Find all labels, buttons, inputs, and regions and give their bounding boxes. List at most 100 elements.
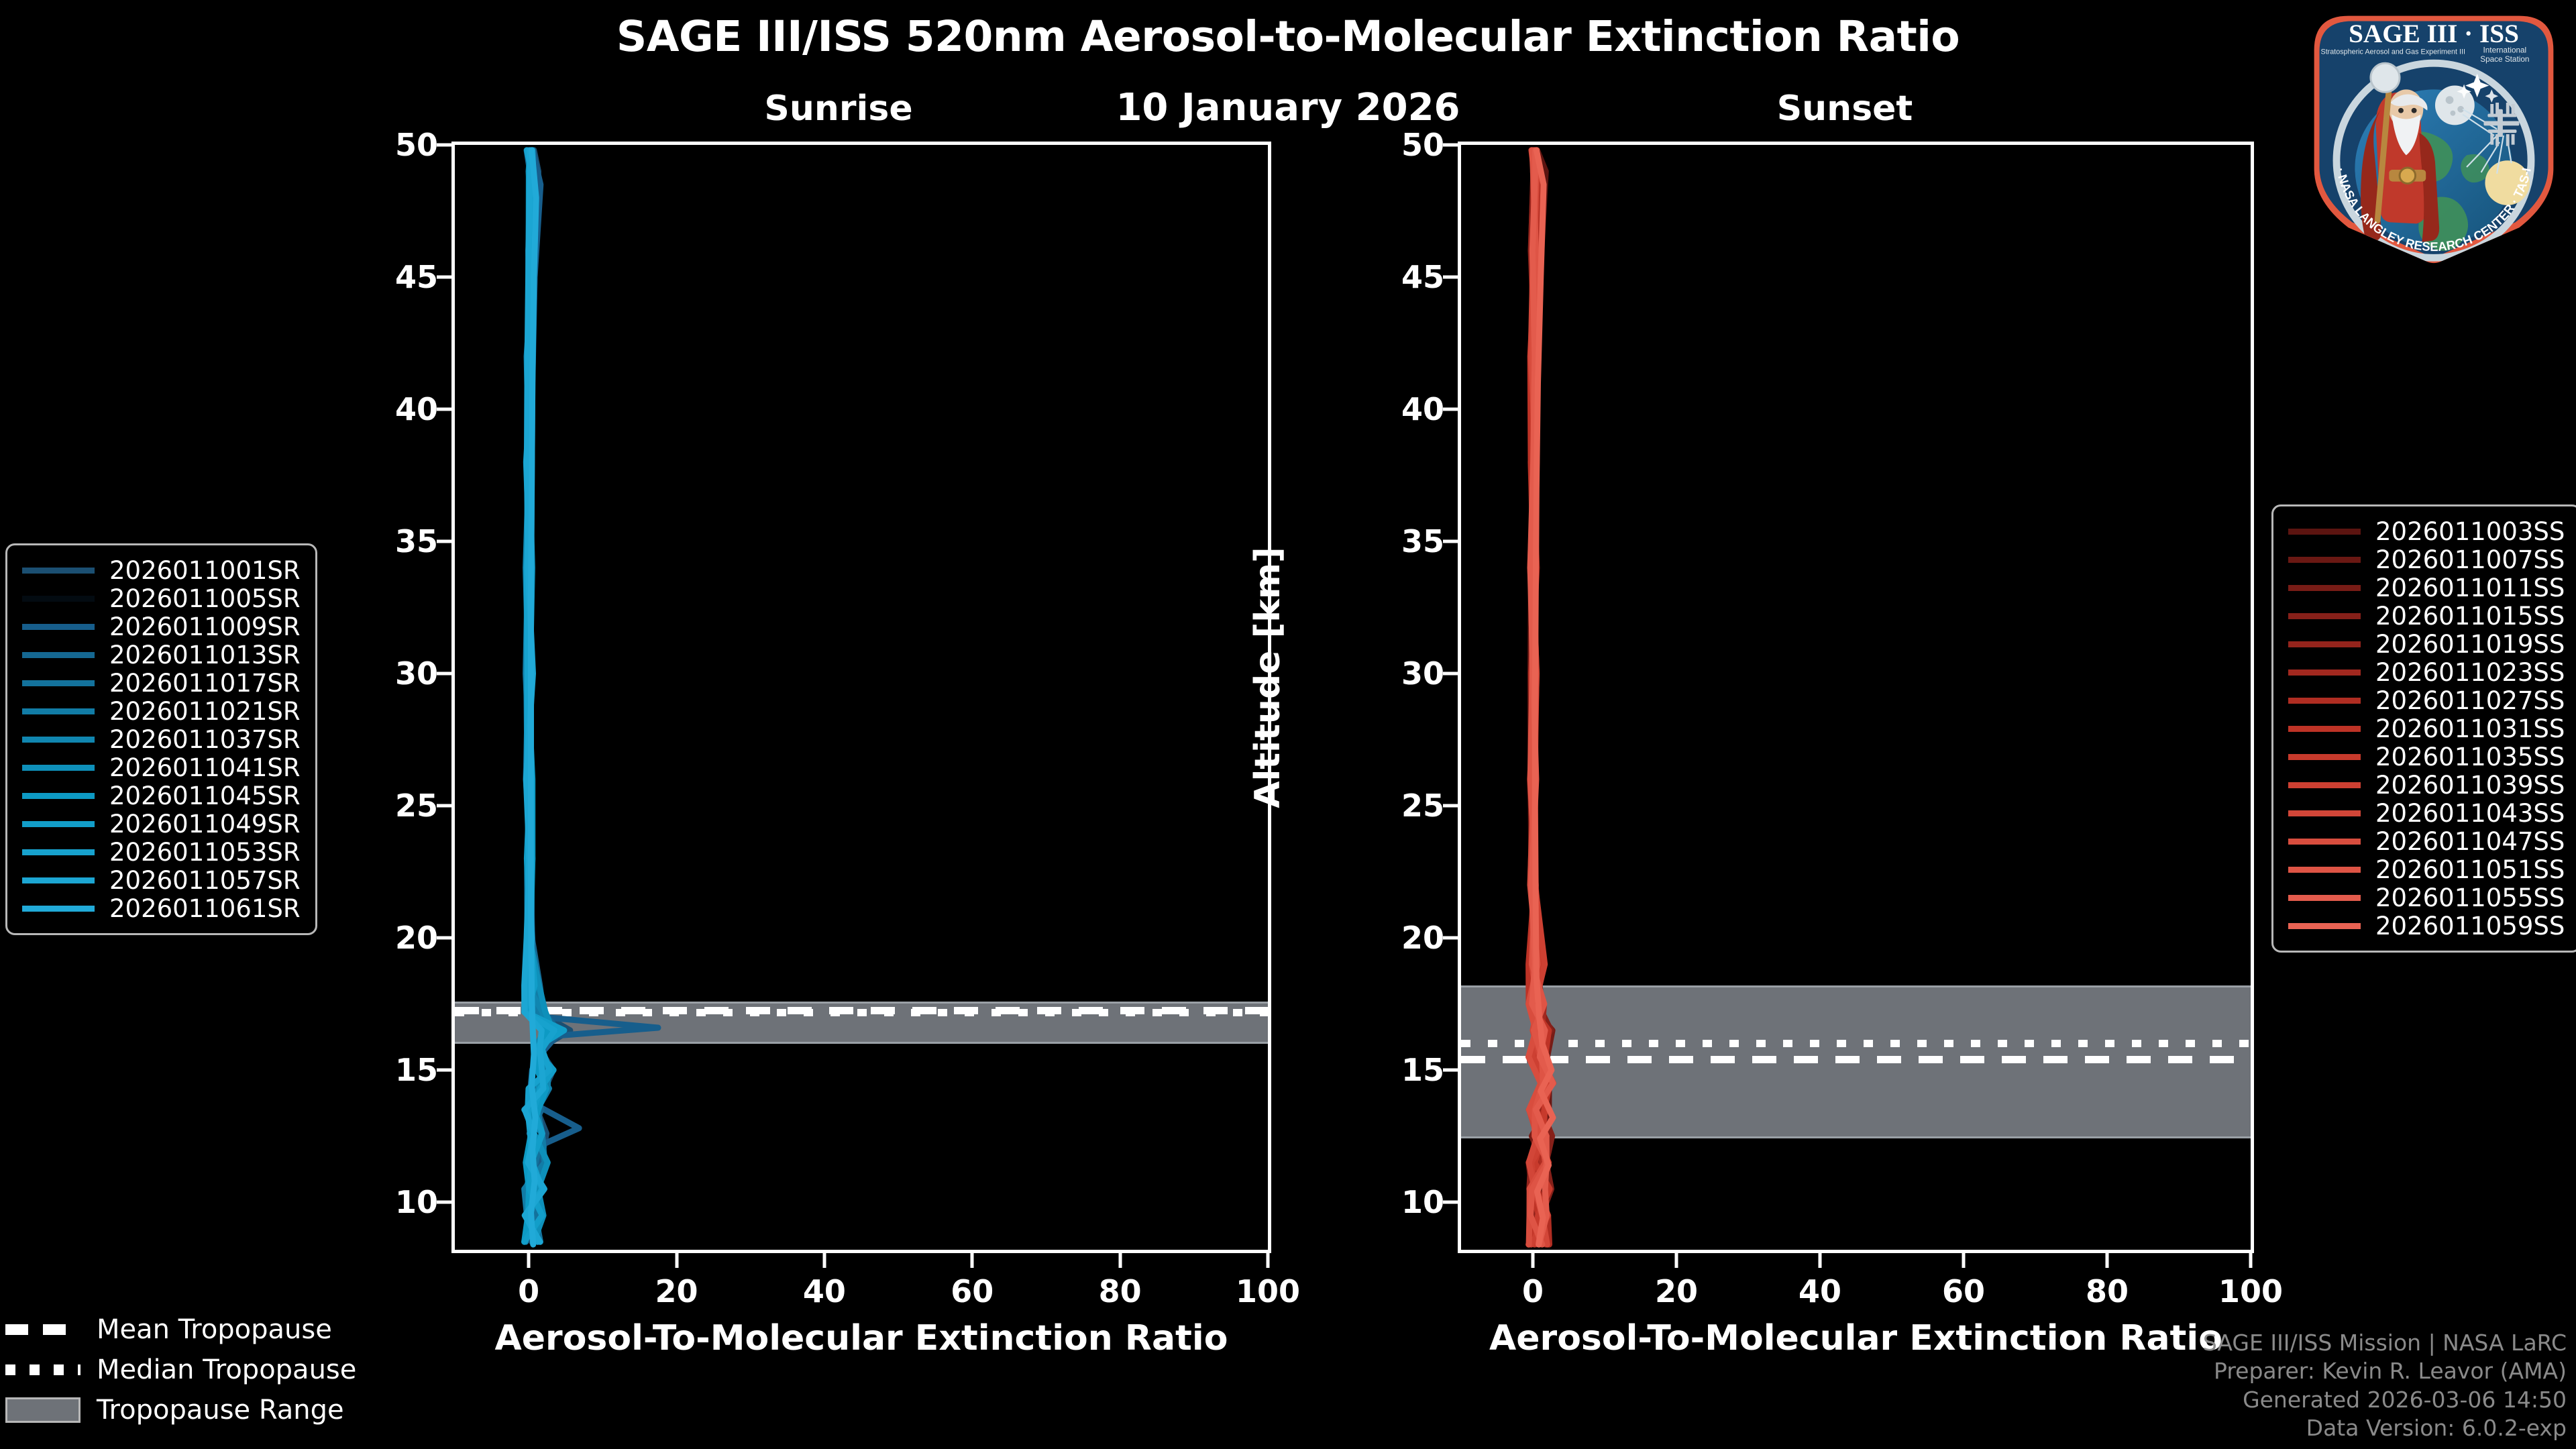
legend-item[interactable]: 2026011011SS bbox=[2288, 574, 2565, 602]
legend-color-swatch bbox=[22, 792, 95, 799]
y-tick-label: 30 bbox=[1401, 655, 1444, 692]
legend-item[interactable]: 2026011007SS bbox=[2288, 545, 2565, 574]
y-tick-mark bbox=[1443, 143, 1458, 147]
sunset-plot bbox=[1458, 142, 2254, 1253]
credits-line: Data Version: 6.0.2-exp bbox=[2306, 1414, 2567, 1441]
legend-item[interactable]: 2026011015SS bbox=[2288, 601, 2565, 631]
tropopause-legend-label: Median Tropopause bbox=[97, 1354, 357, 1385]
legend-item-label: 2026011047SS bbox=[2375, 826, 2565, 856]
legend-item-label: 2026011021SR bbox=[109, 696, 301, 726]
legend-item-label: 2026011043SS bbox=[2375, 798, 2565, 828]
tropopause-legend-band-icon bbox=[5, 1397, 80, 1423]
legend-item[interactable]: 2026011023SS bbox=[2288, 658, 2565, 687]
y-tick-label: 20 bbox=[394, 920, 438, 957]
tropopause-legend-label: Tropopause Range bbox=[97, 1395, 344, 1426]
legend-item[interactable]: 2026011009SR bbox=[22, 612, 301, 641]
legend-item[interactable]: 2026011043SS bbox=[2288, 798, 2565, 828]
legend-item[interactable]: 2026011013SR bbox=[22, 641, 301, 669]
y-tick-label: 25 bbox=[1401, 788, 1444, 824]
logo-title: SAGE III · ISS bbox=[2349, 19, 2519, 48]
y-tick-mark bbox=[437, 539, 451, 543]
y-tick-mark bbox=[1443, 1068, 1458, 1072]
y-tick-mark bbox=[437, 1068, 451, 1072]
legend-item-label: 2026011037SR bbox=[109, 724, 301, 754]
legend-item[interactable]: 2026011047SS bbox=[2288, 826, 2565, 856]
x-tick-label: 0 bbox=[518, 1273, 540, 1309]
legend-color-swatch bbox=[2288, 782, 2361, 788]
legend-item[interactable]: 2026011005SR bbox=[22, 584, 301, 613]
legend-item[interactable]: 2026011061SR bbox=[22, 894, 301, 923]
legend-color-swatch bbox=[2288, 866, 2361, 873]
legend-item[interactable]: 2026011041SR bbox=[22, 753, 301, 782]
legend-item-label: 2026011001SR bbox=[109, 555, 301, 585]
sunset-legend[interactable]: 2026011003SS 2026011007SS 2026011011SS 2026… bbox=[2271, 504, 2576, 953]
sunrise-panel-title: Sunrise bbox=[764, 89, 913, 129]
x-tick-mark bbox=[1118, 1253, 1122, 1268]
sunset-panel-title: Sunset bbox=[1776, 89, 1913, 129]
legend-color-swatch bbox=[22, 567, 95, 574]
x-tick-mark bbox=[2249, 1253, 2253, 1268]
y-tick-label: 45 bbox=[394, 259, 438, 295]
legend-item-label: 2026011007SS bbox=[2375, 545, 2565, 574]
y-tick-label: 50 bbox=[394, 127, 438, 163]
sunset-xaxis-label: Aerosol-To-Molecular Extinction Ratio bbox=[1489, 1318, 2222, 1358]
legend-item[interactable]: 2026011039SS bbox=[2288, 771, 2565, 800]
y-tick-mark bbox=[1443, 539, 1458, 543]
legend-item-label: 2026011017SR bbox=[109, 668, 301, 698]
legend-item[interactable]: 2026011021SR bbox=[22, 696, 301, 726]
legend-item[interactable]: 2026011053SR bbox=[22, 838, 301, 867]
legend-color-swatch bbox=[2288, 669, 2361, 676]
legend-item[interactable]: 2026011055SS bbox=[2288, 883, 2565, 912]
legend-color-swatch bbox=[2288, 725, 2361, 732]
legend-color-swatch bbox=[22, 905, 95, 912]
legend-color-swatch bbox=[22, 708, 95, 714]
profile-line bbox=[527, 147, 539, 1248]
y-tick-label: 25 bbox=[394, 788, 438, 824]
y-tick-label: 20 bbox=[1401, 920, 1444, 957]
legend-item-label: 2026011013SR bbox=[109, 640, 301, 669]
profile-line bbox=[1532, 147, 1556, 1248]
legend-color-swatch bbox=[22, 680, 95, 686]
legend-item-label: 2026011061SR bbox=[109, 894, 301, 923]
legend-color-swatch bbox=[22, 820, 95, 827]
legend-item[interactable]: 2026011035SS bbox=[2288, 743, 2565, 771]
tropopause-legend: Mean Tropopause Median Tropopause Tropopau… bbox=[5, 1309, 356, 1430]
legend-item[interactable]: 2026011001SR bbox=[22, 555, 301, 585]
legend-color-swatch bbox=[2288, 528, 2361, 535]
legend-item[interactable]: 2026011017SR bbox=[22, 668, 301, 698]
legend-item[interactable]: 2026011049SR bbox=[22, 810, 301, 839]
legend-item[interactable]: 2026011031SS bbox=[2288, 714, 2565, 743]
y-tick-mark bbox=[437, 143, 451, 147]
sunrise-legend[interactable]: 2026011001SR 2026011005SR 2026011009SR 2026… bbox=[5, 543, 317, 935]
tropopause-legend-dotted-icon bbox=[5, 1364, 80, 1375]
legend-item-label: 2026011059SS bbox=[2375, 911, 2565, 941]
legend-item[interactable]: 2026011003SS bbox=[2288, 517, 2565, 546]
legend-item-label: 2026011055SS bbox=[2375, 883, 2565, 912]
sunrise-xaxis-label: Aerosol-To-Molecular Extinction Ratio bbox=[494, 1318, 1228, 1358]
legend-item[interactable]: 2026011019SS bbox=[2288, 630, 2565, 659]
legend-color-swatch bbox=[22, 764, 95, 771]
y-tick-label: 15 bbox=[394, 1052, 438, 1089]
x-tick-mark bbox=[1531, 1253, 1535, 1268]
credits-line: Preparer: Kevin R. Leavor (AMA) bbox=[2214, 1358, 2567, 1385]
legend-item[interactable]: 2026011059SS bbox=[2288, 911, 2565, 941]
legend-item-label: 2026011009SR bbox=[109, 612, 301, 641]
legend-item[interactable]: 2026011045SR bbox=[22, 782, 301, 810]
legend-color-swatch bbox=[22, 595, 95, 602]
y-tick-label: 30 bbox=[394, 655, 438, 692]
y-tick-mark bbox=[1443, 275, 1458, 279]
legend-item-label: 2026011015SS bbox=[2375, 601, 2565, 631]
legend-item[interactable]: 2026011027SS bbox=[2288, 686, 2565, 715]
y-tick-mark bbox=[1443, 936, 1458, 940]
sunrise-plot bbox=[451, 142, 1271, 1253]
legend-color-swatch bbox=[22, 651, 95, 658]
y-tick-label: 10 bbox=[1401, 1184, 1444, 1221]
legend-item[interactable]: 2026011051SS bbox=[2288, 855, 2565, 884]
legend-item[interactable]: 2026011057SR bbox=[22, 866, 301, 895]
legend-item[interactable]: 2026011037SR bbox=[22, 724, 301, 754]
credits-line: SAGE III/ISS Mission | NASA LaRC bbox=[2202, 1330, 2567, 1356]
legend-color-swatch bbox=[2288, 697, 2361, 704]
legend-color-swatch bbox=[2288, 810, 2361, 816]
tropopause-legend-item: Median Tropopause bbox=[5, 1350, 356, 1390]
x-tick-label: 60 bbox=[1941, 1273, 1985, 1309]
